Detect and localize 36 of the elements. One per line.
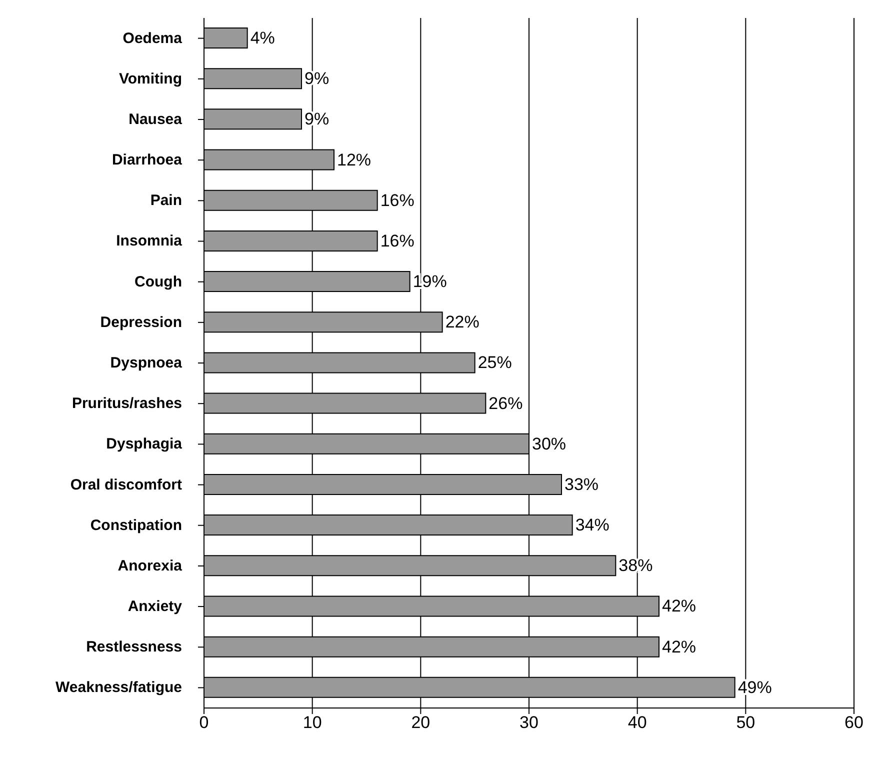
- data-label: 42%: [662, 637, 696, 656]
- y-tick-label: Weakness/fatigue: [56, 679, 182, 696]
- x-tick-label: 20: [411, 713, 430, 732]
- data-label: 16%: [380, 231, 414, 250]
- data-label: 26%: [488, 394, 523, 413]
- x-tick-label: 30: [520, 713, 538, 732]
- y-tick-label: Vomiting: [118, 70, 182, 88]
- data-label: 30%: [532, 434, 566, 454]
- y-tick-label: Oral discomfort: [70, 476, 182, 494]
- data-label: 42%: [662, 596, 696, 616]
- data-label: 16%: [380, 190, 414, 210]
- data-label: 4%: [250, 28, 275, 48]
- x-tick-label: 40: [628, 713, 647, 732]
- y-tick-label: Insomnia: [116, 232, 183, 250]
- y-tick-label: Restlessness: [86, 638, 182, 656]
- data-label: 12%: [337, 150, 372, 170]
- y-tick-label: Depression: [100, 314, 182, 331]
- y-tick-label: Anorexia: [118, 557, 183, 574]
- y-tick-label: Pruritus/rashes: [72, 395, 182, 412]
- y-tick-label: Nausea: [128, 110, 183, 128]
- data-label: 34%: [575, 516, 610, 535]
- y-tick-label: Cough: [134, 273, 182, 290]
- x-tick-label: 0: [199, 713, 209, 732]
- y-tick-label: Pain: [150, 192, 182, 210]
- x-tick-label: 10: [302, 713, 322, 732]
- y-tick-label: Anxiety: [128, 598, 183, 616]
- x-tick-label: 50: [736, 713, 756, 732]
- data-label: 22%: [445, 312, 480, 332]
- y-tick-label: Dyspnoea: [110, 354, 183, 372]
- y-tick-label: Oedema: [122, 30, 183, 47]
- data-label: 33%: [564, 474, 599, 494]
- y-tick-label: Diarrhoea: [112, 152, 183, 169]
- y-tick-label: Dysphagia: [106, 436, 183, 453]
- x-tick-label: 60: [844, 713, 864, 732]
- data-label: 25%: [478, 353, 512, 372]
- y-tick-label: Constipation: [90, 516, 182, 534]
